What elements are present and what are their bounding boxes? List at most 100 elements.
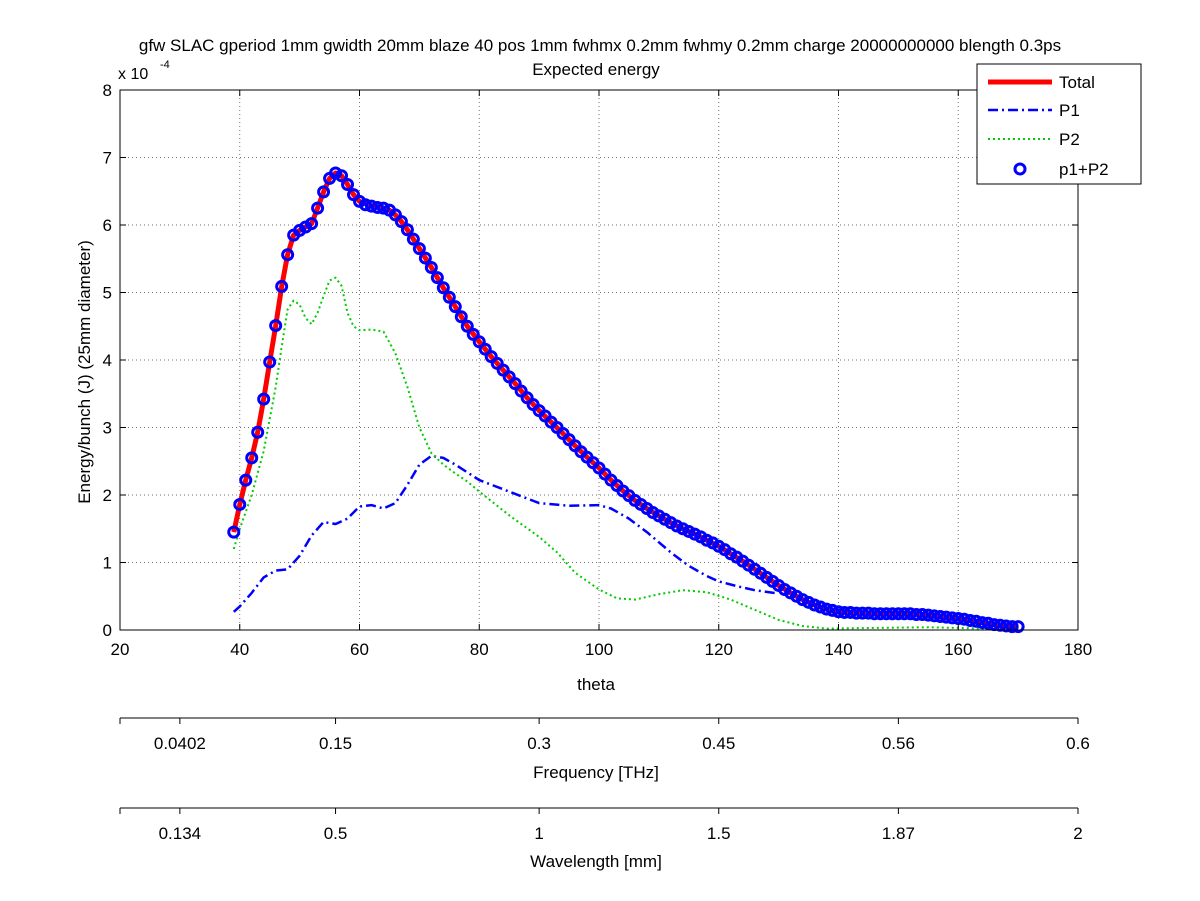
- wavelength-axis-label: Wavelength [mm]: [530, 852, 662, 871]
- secondary-tick-label: 0.56: [882, 734, 915, 753]
- x-tick-label: 140: [824, 640, 852, 659]
- series-point-p1-p2: [891, 607, 905, 621]
- series-point-p1-p2: [897, 607, 911, 621]
- x-axis-label: theta: [577, 675, 615, 694]
- y-exponent-base: x 10: [118, 66, 148, 83]
- y-exponent-power: -4: [160, 59, 170, 71]
- series-point-p1-p2: [418, 251, 432, 265]
- series-point-p1-p2: [305, 217, 319, 231]
- wavelength-axis: 0.134 0.5 1 1.5 1.87 2: [119, 807, 1083, 843]
- series-point-p1-p2: [999, 619, 1013, 633]
- secondary-tick-label: 1: [534, 824, 543, 843]
- series-point-p1-p2: [909, 607, 923, 621]
- series-point-p1-p2: [808, 598, 822, 612]
- series-point-p1-p2: [269, 319, 283, 333]
- series-point-p1-p2: [245, 451, 259, 465]
- series-point-p1-p2: [826, 603, 840, 617]
- frequency-axis-label: Frequency [THz]: [533, 763, 659, 782]
- secondary-tick-label: 0.3: [527, 734, 551, 753]
- series-point-p1-p2: [227, 525, 241, 539]
- series-point-p1-p2: [939, 610, 953, 624]
- series-point-p1-p2: [460, 319, 474, 333]
- series-layer: [227, 166, 1025, 634]
- x-tick-label: 180: [1064, 640, 1092, 659]
- secondary-tick-label: 1.5: [707, 824, 731, 843]
- series-point-p1-p2: [394, 215, 408, 229]
- y-tick-label: 1: [103, 554, 112, 573]
- secondary-tick-label: 1.87: [882, 824, 915, 843]
- series-line-p2: [232, 276, 1019, 631]
- x-tick-label: 20: [111, 640, 130, 659]
- series-point-p1-p2: [969, 614, 983, 628]
- y-tick-label: 7: [103, 149, 112, 168]
- series-point-p1-p2: [855, 606, 869, 620]
- x-tick-label: 120: [705, 640, 733, 659]
- series-point-p1-p2: [233, 497, 247, 511]
- series-point-p1-p2: [442, 290, 456, 304]
- series-point-p1-p2: [317, 185, 331, 199]
- series-point-p1-p2: [335, 169, 349, 183]
- secondary-tick-label: 0.45: [702, 734, 735, 753]
- series-point-p1-p2: [885, 607, 899, 621]
- series-point-p1-p2: [957, 612, 971, 626]
- secondary-tick-label: 0.15: [319, 734, 352, 753]
- series-point-p1-p2: [927, 609, 941, 623]
- series-point-p1-p2: [257, 392, 271, 406]
- series-point-p1-p2: [376, 201, 390, 215]
- series-point-p1-p2: [448, 300, 462, 314]
- series-point-p1-p2: [879, 607, 893, 621]
- series-point-p1-p2: [814, 600, 828, 614]
- y-tick-label: 5: [103, 284, 112, 303]
- series-point-p1-p2: [951, 612, 965, 626]
- series-point-p1-p2: [239, 473, 253, 487]
- series-line-p1: [232, 454, 779, 613]
- y-tick-label: 2: [103, 486, 112, 505]
- series-point-p1-p2: [832, 605, 845, 619]
- chart-title: gfw SLAC gperiod 1mm gwidth 20mm blaze 4…: [139, 36, 1061, 55]
- secondary-tick-label: 2: [1073, 824, 1082, 843]
- series-point-p1-p2: [1011, 620, 1025, 634]
- series-point-p1-p2: [903, 607, 917, 621]
- legend-label-p1: P1: [1059, 101, 1080, 120]
- frequency-axis: 0.0402 0.15 0.3 0.45 0.56 0.6: [119, 717, 1090, 753]
- secondary-tick-label: 0.0402: [154, 734, 206, 753]
- series-point-p1-p2: [981, 616, 995, 630]
- secondary-tick-label: 0.6: [1066, 734, 1090, 753]
- series-point-p1-p2: [341, 178, 355, 191]
- secondary-tick-label: 0.5: [324, 824, 348, 843]
- series-point-p1-p2: [454, 310, 468, 324]
- series-point-p1-p2: [424, 261, 438, 275]
- series-point-p1-p2: [263, 355, 277, 369]
- series-point-p1-p2: [364, 199, 378, 213]
- x-tick-label: 60: [350, 640, 369, 659]
- series-point-p1-p2: [251, 425, 265, 439]
- x-tick-label: 100: [585, 640, 613, 659]
- x-tick-label: 40: [230, 640, 249, 659]
- series-point-p1-p2: [837, 605, 851, 619]
- legend: Total P1 P2 p1+P2: [976, 63, 1142, 185]
- series-point-p1-p2: [370, 200, 384, 214]
- series-point-p1-p2: [412, 242, 426, 256]
- y-axis-label: Energy/bunch (J) (25mm diameter): [75, 240, 94, 504]
- chart-subtitle: Expected energy: [532, 60, 660, 79]
- series-point-p1-p2: [311, 201, 325, 215]
- series-point-p1-p2: [933, 610, 947, 623]
- series-point-p1-p2: [975, 616, 989, 630]
- y-tick-label: 6: [103, 216, 112, 235]
- legend-marker-sum: [1013, 162, 1027, 176]
- series-point-p1-p2: [945, 611, 959, 625]
- series-point-p1-p2: [400, 223, 414, 237]
- series-point-p1-p2: [915, 607, 929, 621]
- series-point-p1-p2: [849, 606, 863, 620]
- series-point-p1-p2: [430, 271, 444, 285]
- x-tick-label: 80: [470, 640, 489, 659]
- secondary-tick-label: 0.134: [159, 824, 202, 843]
- x-tick-labels: 20 40 60 80 100 120 140 160 180: [111, 90, 1092, 659]
- series-point-p1-p2: [873, 607, 887, 621]
- series-point-p1-p2: [861, 606, 875, 620]
- series-point-p1-p2: [867, 607, 881, 621]
- series-line-total: [231, 170, 1019, 630]
- legend-label-total: Total: [1059, 73, 1095, 92]
- y-tick-label: 3: [103, 419, 112, 438]
